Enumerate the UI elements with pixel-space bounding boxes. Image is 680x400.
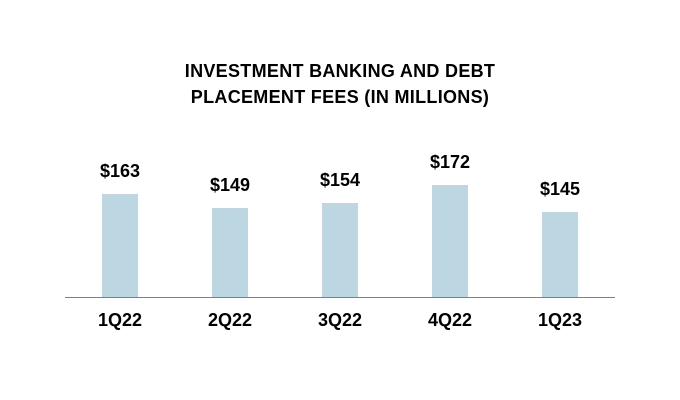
plot-area: $163 $149 $154 $172 $145 — [65, 107, 615, 297]
bar-group: $149 — [175, 175, 285, 297]
x-axis-category-label: 1Q23 — [537, 310, 583, 330]
bar — [322, 203, 358, 297]
bar-value-label: $149 — [209, 175, 251, 195]
x-axis-category-label: 3Q22 — [317, 310, 363, 330]
bar — [432, 185, 468, 297]
bar — [102, 194, 138, 297]
x-axis-category-label: 1Q22 — [97, 310, 143, 330]
bar-value-label: $163 — [99, 161, 141, 181]
bar-value-label: $154 — [319, 170, 361, 190]
bar-group: $145 — [505, 179, 615, 297]
bar-group: $172 — [395, 152, 505, 297]
x-axis-labels: 1Q22 2Q22 3Q22 4Q22 1Q23 — [65, 310, 615, 331]
x-axis-line — [65, 297, 615, 298]
chart-title-line-1: INVESTMENT BANKING AND DEBT — [184, 61, 496, 81]
chart-title: INVESTMENT BANKING AND DEBT PLACEMENT FE… — [0, 58, 680, 110]
bar-group: $163 — [65, 161, 175, 297]
bar-value-label: $145 — [539, 179, 581, 199]
bar — [212, 208, 248, 297]
x-axis-category-label: 4Q22 — [427, 310, 473, 330]
bar-value-label: $172 — [429, 152, 471, 172]
bar-group: $154 — [285, 170, 395, 297]
bar — [542, 212, 578, 297]
chart-title-line-2: PLACEMENT FEES (IN MILLIONS) — [190, 87, 490, 107]
x-axis-category-label: 2Q22 — [207, 310, 253, 330]
